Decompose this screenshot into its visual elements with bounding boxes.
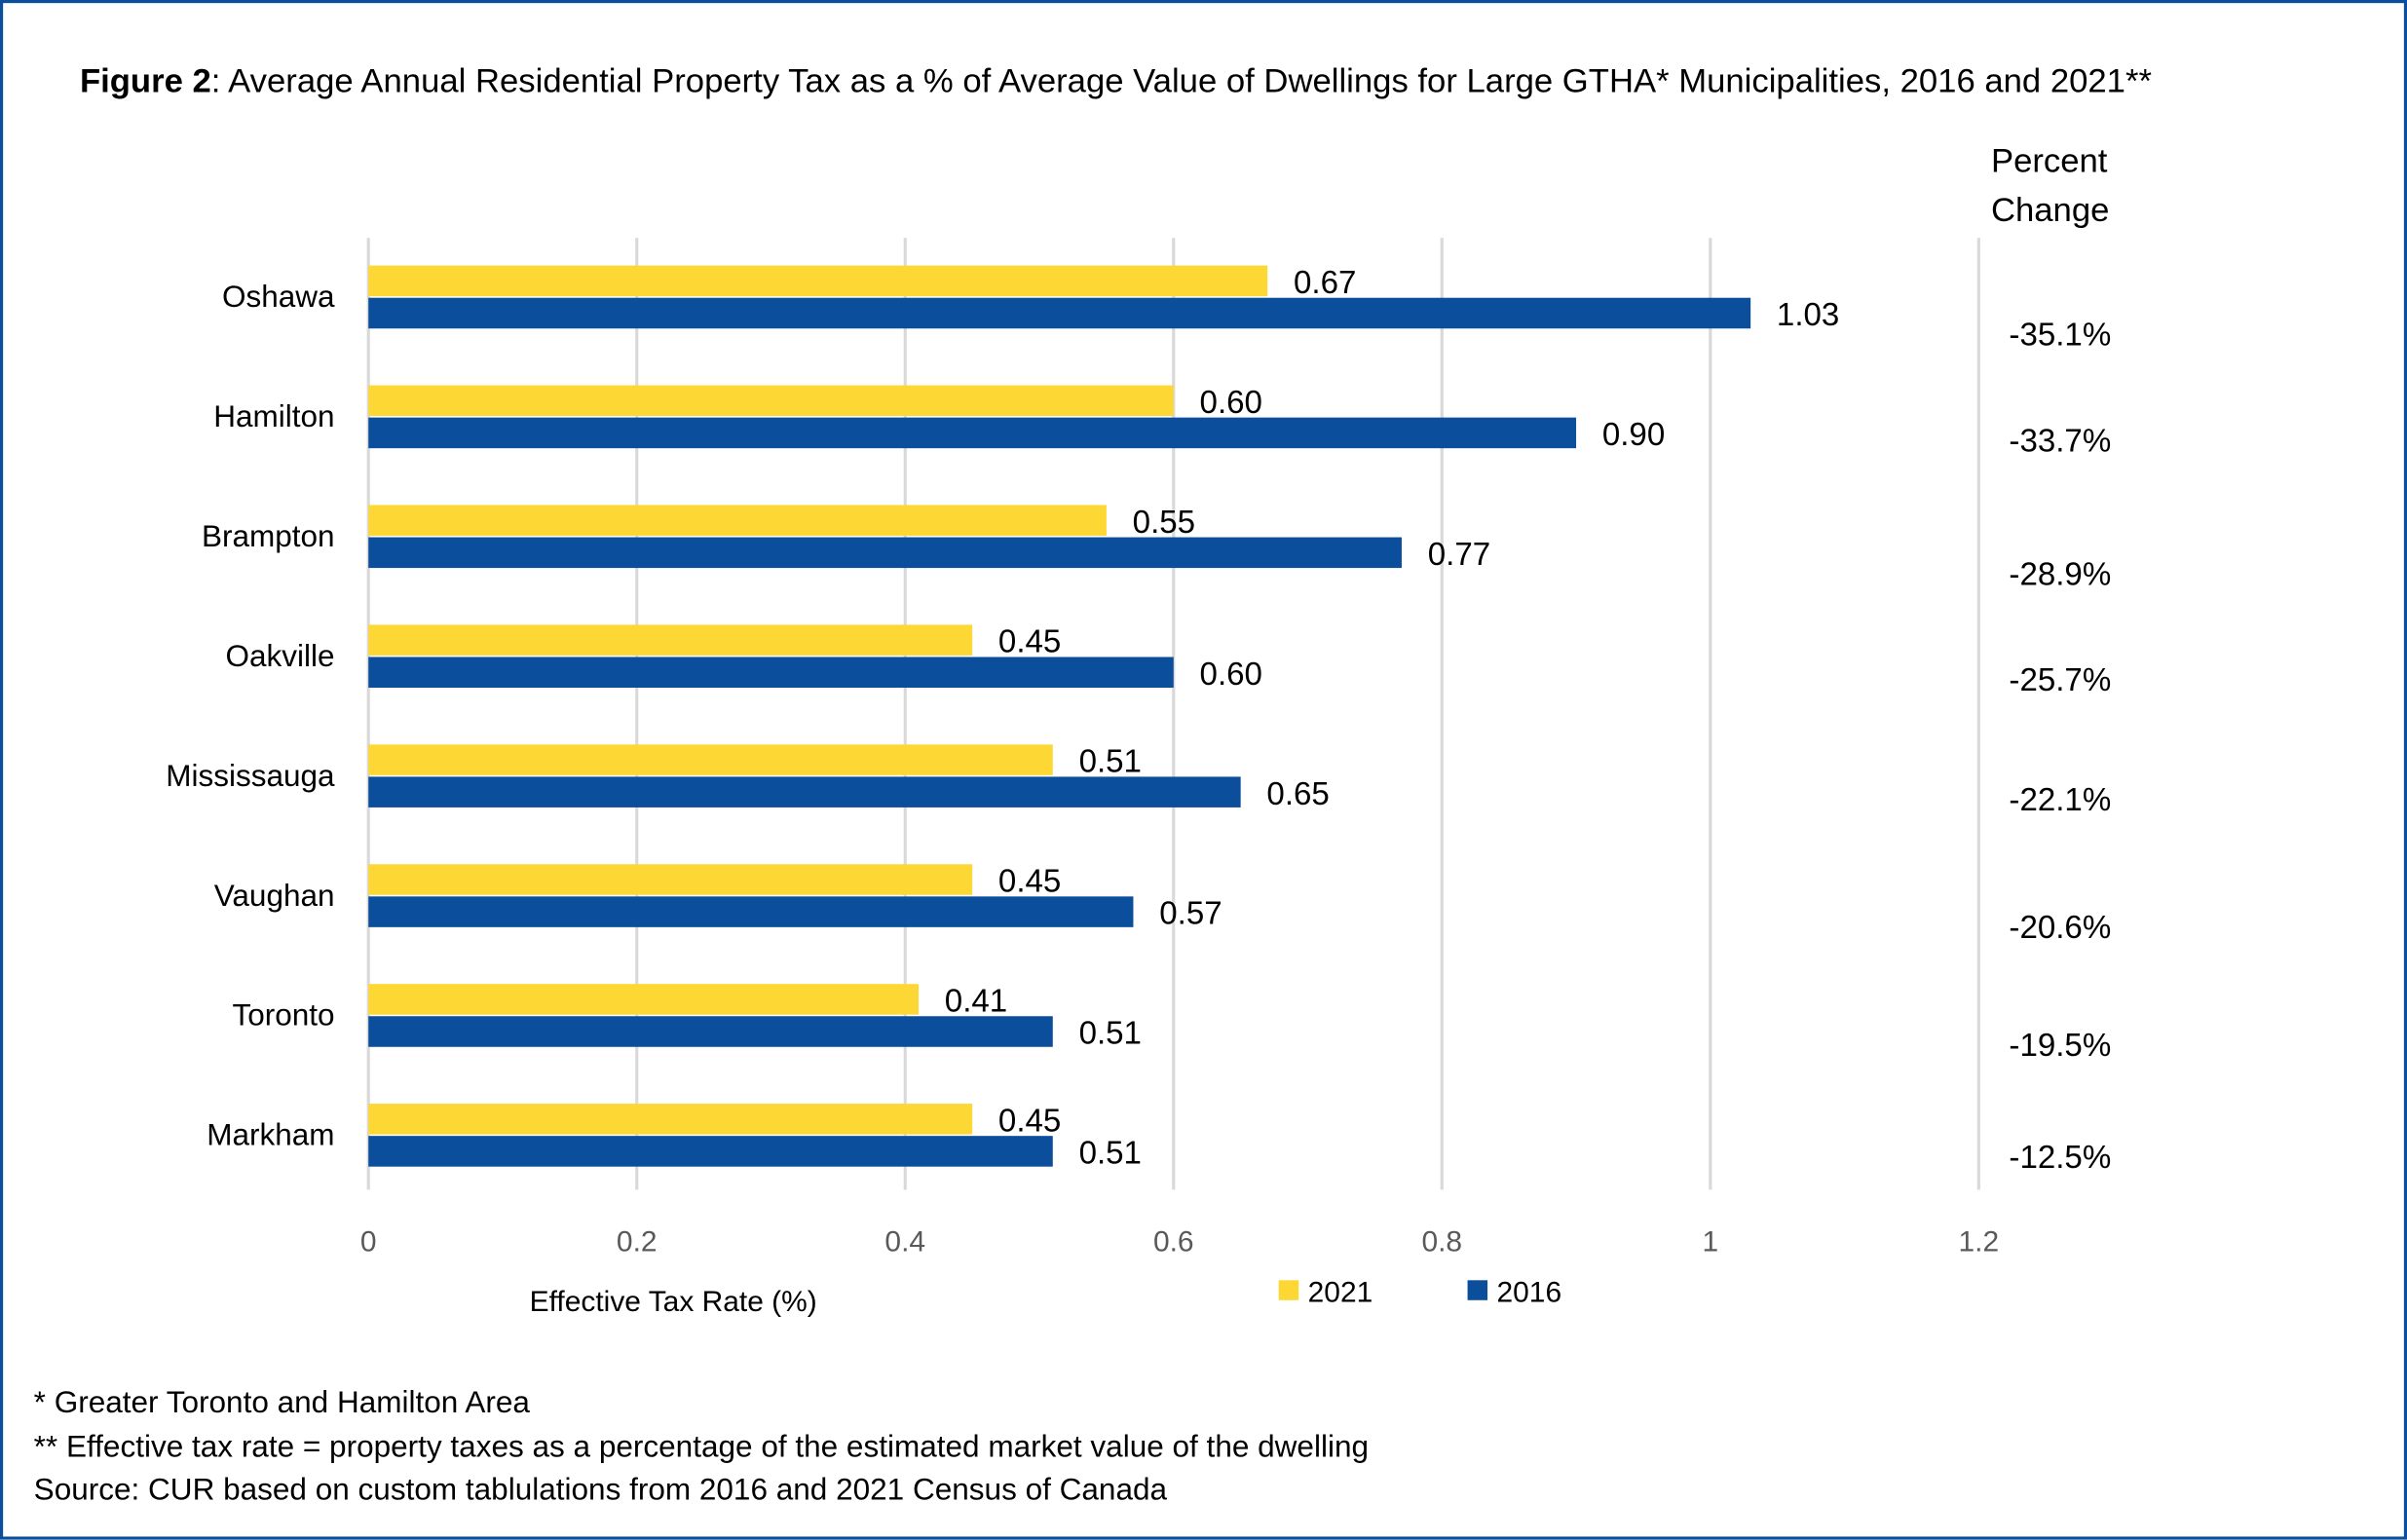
percent-change-value: -12.5%	[2009, 1140, 2111, 1176]
x-axis-title: Effective Tax Rate (%)	[530, 1286, 817, 1318]
data-label-2016: 0.57	[1159, 896, 1222, 932]
percent-change-value: -19.5%	[2009, 1028, 2111, 1064]
bar-2021	[368, 984, 920, 1015]
legend-swatch-2021	[1278, 1280, 1299, 1300]
x-tick-label: 0.6	[1153, 1225, 1194, 1258]
bar-2016	[368, 1016, 1053, 1047]
category-label: Oakville	[225, 638, 334, 673]
data-label-2021: 0.45	[998, 624, 1061, 660]
x-tick-label: 0.8	[1421, 1225, 1462, 1258]
percent-change-header-line1: Percent	[1990, 140, 2108, 180]
data-label-2021: 0.45	[998, 864, 1061, 900]
footnote-source: Source: CUR based on custom tablulations…	[33, 1473, 1168, 1508]
data-label-2021: 0.60	[1200, 385, 1262, 421]
data-label-2021: 0.67	[1294, 265, 1356, 301]
percent-change-value: -22.1%	[2009, 782, 2111, 818]
data-label-2016: 0.65	[1266, 776, 1329, 812]
bar-2021	[368, 505, 1107, 536]
bar-2021	[368, 1104, 973, 1135]
data-label-2021: 0.45	[998, 1103, 1061, 1139]
percent-change-value: -25.7%	[2009, 662, 2111, 698]
footnote-1: * Greater Toronto and Hamilton Area	[33, 1386, 530, 1420]
bar-2016	[368, 297, 1751, 329]
footnote-2: ** Effective tax rate = property taxes a…	[33, 1430, 1370, 1465]
percent-change-value: -35.1%	[2009, 318, 2111, 354]
x-tick-label: 1.2	[1959, 1225, 2000, 1258]
bar-2016	[368, 417, 1577, 449]
data-label-2016: 0.77	[1428, 537, 1490, 573]
category-label: Vaughan	[214, 878, 335, 913]
chart-title: Figure 2: Average Annual Residential Pro…	[79, 61, 2152, 100]
category-label: Hamilton	[213, 398, 334, 433]
x-tick-label: 0.2	[617, 1225, 658, 1258]
data-label-2016: 0.90	[1602, 417, 1665, 453]
percent-change-value: -33.7%	[2009, 423, 2111, 459]
bar-2021	[368, 385, 1174, 417]
category-label: Brampton	[202, 518, 335, 553]
bar-2021	[368, 864, 973, 895]
x-tick-label: 1	[1702, 1225, 1718, 1258]
data-label-2021: 0.55	[1133, 505, 1195, 541]
bar-2016	[368, 537, 1402, 569]
category-label: Mississauga	[166, 758, 335, 793]
legend-swatch-2016	[1467, 1280, 1488, 1300]
bar-2016	[368, 1136, 1053, 1167]
bar-2016	[368, 896, 1134, 927]
percent-change-value: -28.9%	[2009, 556, 2111, 592]
percent-change-header-line2: Change	[1990, 190, 2110, 229]
data-label-2016: 0.51	[1079, 1016, 1142, 1052]
data-label-2021: 0.41	[945, 984, 1007, 1020]
category-label: Toronto	[232, 997, 334, 1033]
category-label: Oshawa	[222, 279, 335, 314]
bar-2021	[368, 265, 1268, 297]
data-label-2021: 0.51	[1079, 744, 1142, 780]
data-label-2016: 0.60	[1200, 657, 1262, 693]
data-label-2016: 0.51	[1079, 1136, 1142, 1172]
bar-2016	[368, 657, 1174, 689]
percent-change-value: -20.6%	[2009, 910, 2111, 946]
data-label-2016: 1.03	[1777, 297, 1839, 333]
legend-label-2021: 2021	[1308, 1276, 1373, 1308]
percent-change-header: Percent Change	[1991, 136, 2109, 235]
x-tick-label: 0	[360, 1225, 377, 1258]
bar-2021	[368, 624, 973, 656]
legend-label-2016: 2016	[1497, 1276, 1562, 1308]
bar-2016	[368, 776, 1241, 808]
bar-2021	[368, 744, 1053, 775]
x-tick-label: 0.4	[884, 1225, 925, 1258]
category-label: Markham	[207, 1117, 334, 1152]
